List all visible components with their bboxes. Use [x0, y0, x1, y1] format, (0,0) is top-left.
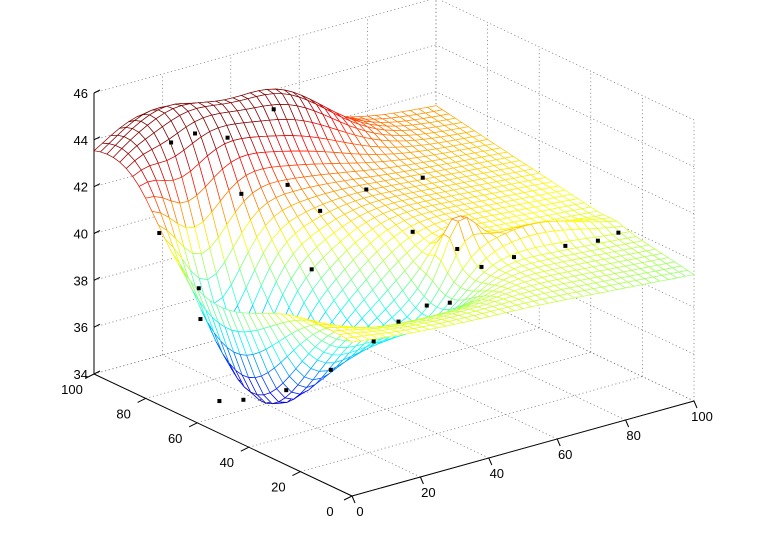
- y-tick-mark: [137, 397, 146, 403]
- y-axis-line: [93, 373, 353, 497]
- back-wall-grid-z: [93, 0, 431, 94]
- data-point: [169, 140, 174, 145]
- z-tick-mark: [93, 89, 101, 94]
- x-tick-label: 100: [691, 409, 713, 424]
- z-tick-label: 44: [74, 133, 88, 148]
- z-tick-mark: [93, 276, 101, 281]
- z-tick-mark: [93, 136, 101, 141]
- data-point: [217, 399, 222, 404]
- x-tick-label: 20: [421, 485, 435, 500]
- data-point: [225, 135, 230, 140]
- x-tick-mark: [625, 419, 630, 428]
- x-tick-label: 0: [356, 504, 363, 519]
- data-point: [318, 208, 323, 213]
- data-point: [371, 339, 376, 344]
- data-point: [241, 397, 246, 402]
- data-point: [447, 300, 452, 305]
- data-point: [396, 319, 401, 324]
- z-tick-label: 42: [74, 180, 88, 195]
- data-point: [285, 182, 290, 187]
- y-tick-label: 100: [61, 382, 83, 397]
- data-point: [455, 246, 460, 251]
- z-tick-label: 46: [74, 86, 88, 101]
- z-tick-mark: [93, 323, 101, 328]
- surface-mesh: [93, 88, 695, 405]
- z-tick-mark: [93, 183, 101, 188]
- y-tick-mark: [240, 446, 250, 452]
- x-tick-mark: [488, 457, 493, 466]
- data-point: [196, 286, 201, 291]
- data-point: [328, 367, 333, 372]
- side-wall-grid-z: [439, 0, 695, 121]
- z-tick-label: 34: [74, 367, 88, 382]
- data-point: [424, 303, 429, 308]
- data-point: [193, 131, 198, 136]
- y-tick-mark: [292, 471, 301, 477]
- x-tick-mark: [556, 438, 561, 447]
- x-tick-label: 40: [490, 466, 504, 481]
- data-point: [309, 267, 314, 272]
- data-point: [479, 264, 484, 269]
- z-tick-mark: [93, 230, 101, 234]
- data-point: [198, 317, 203, 322]
- data-point: [271, 107, 276, 112]
- data-point: [410, 229, 415, 234]
- y-tick-label: 40: [220, 455, 234, 470]
- z-tick-mark: [93, 370, 101, 375]
- z-tick-label: 36: [74, 320, 88, 335]
- y-tick-label: 0: [326, 504, 333, 519]
- data-points: [157, 107, 621, 404]
- y-tick-mark: [188, 422, 198, 428]
- axes-box: [85, 0, 698, 504]
- data-point: [563, 243, 568, 248]
- x-tick-mark: [693, 400, 698, 409]
- y-tick-mark: [343, 495, 353, 501]
- z-tick-label: 40: [74, 227, 88, 242]
- x-tick-mark: [419, 476, 424, 485]
- y-tick-mark: [85, 373, 95, 379]
- data-point: [595, 238, 600, 243]
- y-tick-label: 60: [168, 431, 182, 446]
- data-point: [157, 231, 162, 236]
- x-tick-label: 80: [626, 428, 640, 443]
- z-tick-label: 38: [74, 273, 88, 288]
- y-tick-label: 20: [271, 480, 285, 495]
- x-tick-mark: [351, 495, 356, 504]
- data-point: [616, 230, 621, 235]
- data-point: [364, 187, 369, 192]
- data-point: [284, 388, 289, 393]
- y-tick-label: 80: [116, 406, 130, 421]
- data-point: [420, 175, 425, 180]
- x-tick-label: 60: [558, 447, 572, 462]
- floor-grid-y: [300, 376, 643, 472]
- data-point: [512, 255, 516, 260]
- data-point: [239, 191, 244, 196]
- x-axis-line: [351, 400, 695, 497]
- surface-cell: [678, 269, 695, 277]
